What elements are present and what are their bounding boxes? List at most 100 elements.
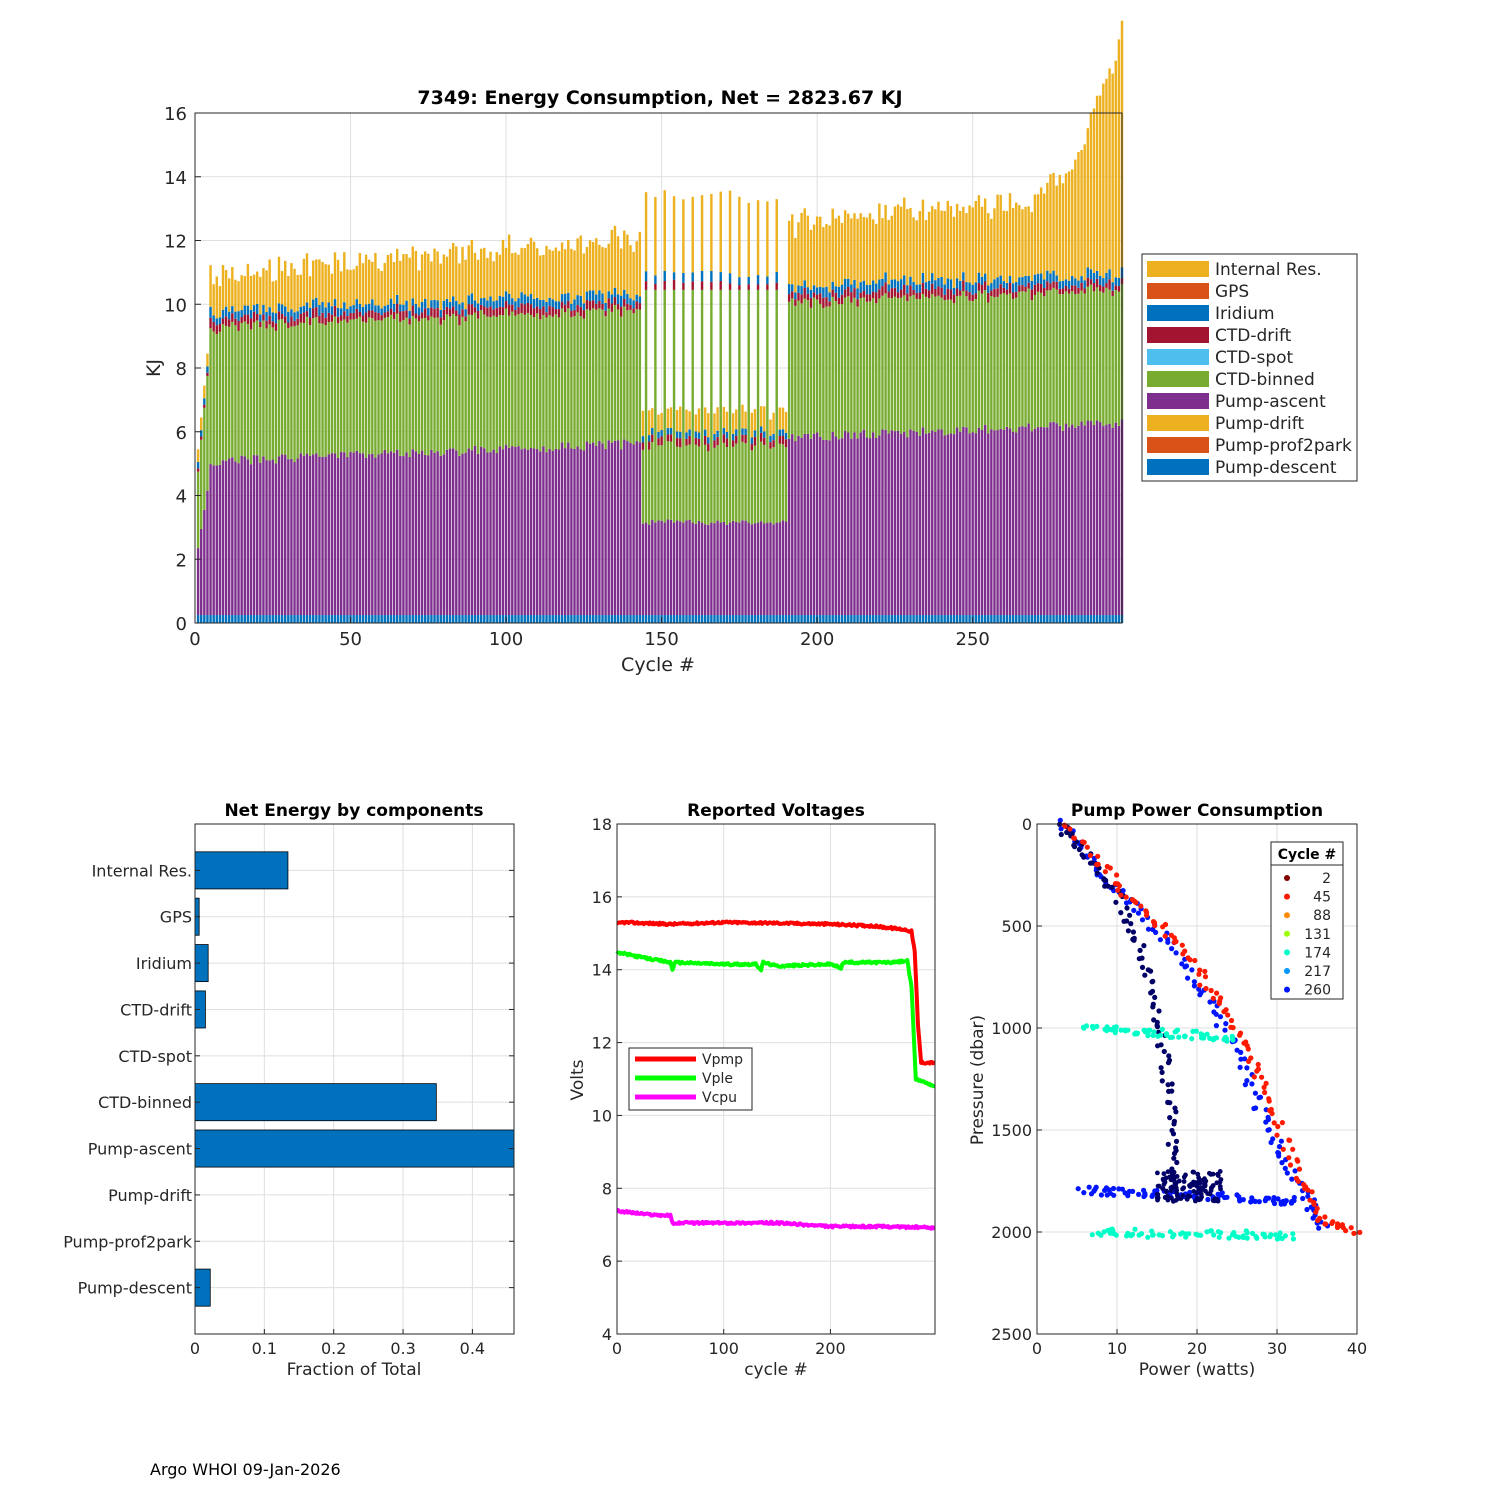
bar-iridium bbox=[595, 294, 598, 304]
pump-data-point bbox=[1081, 854, 1087, 860]
bar-ctd-drift bbox=[812, 292, 816, 298]
bar-pump-descent bbox=[529, 615, 533, 623]
bar-ctd-drift bbox=[467, 304, 470, 315]
components-category-label: Pump-descent bbox=[78, 1279, 192, 1298]
bar-ctd-binned bbox=[934, 296, 937, 432]
bar-ctd-drift bbox=[1027, 282, 1030, 289]
bar-pump-descent bbox=[896, 615, 900, 623]
pump-data-point bbox=[1062, 823, 1068, 829]
bar-iridium bbox=[837, 286, 841, 298]
pump-data-point bbox=[1256, 1095, 1262, 1101]
pump-data-point bbox=[1250, 1198, 1256, 1204]
bar-pump-ascent bbox=[918, 435, 922, 616]
bar-pump-ascent bbox=[234, 461, 237, 616]
bar-ctd-drift bbox=[987, 292, 990, 303]
bar-ctd-binned bbox=[237, 330, 240, 464]
bar-ctd-drift bbox=[794, 299, 797, 306]
bar-pump-ascent bbox=[567, 442, 570, 616]
bar-ctd-drift bbox=[834, 292, 838, 302]
bar-ctd-binned bbox=[364, 322, 368, 458]
bar-internal-res bbox=[940, 210, 943, 278]
bar-internal-res bbox=[778, 407, 782, 430]
bar-pump-descent bbox=[231, 615, 234, 623]
pump-data-point bbox=[1150, 1001, 1156, 1007]
bar-pump-descent bbox=[567, 615, 570, 623]
bar-pump-descent bbox=[386, 615, 390, 623]
bar-ctd-drift bbox=[899, 289, 903, 298]
bar-pump-descent bbox=[794, 615, 797, 623]
bar-pump-descent bbox=[498, 615, 502, 623]
bar-internal-res bbox=[1105, 78, 1108, 273]
bar-pump-descent bbox=[694, 615, 698, 623]
bar-ctd-drift bbox=[1039, 284, 1043, 293]
bar-iridium bbox=[977, 272, 981, 283]
bar-internal-res bbox=[850, 218, 853, 285]
bar-iridium bbox=[697, 432, 701, 439]
bar-ctd-binned bbox=[402, 320, 405, 457]
bar-pump-ascent bbox=[361, 453, 365, 616]
bar-ctd-drift bbox=[931, 283, 934, 295]
pump-data-point bbox=[1094, 1023, 1100, 1029]
pump-data-point bbox=[1145, 1033, 1151, 1039]
pump-ytick-label: 2000 bbox=[991, 1223, 1032, 1242]
bar-ctd-binned bbox=[209, 328, 212, 465]
bar-pump-ascent bbox=[831, 431, 834, 616]
bar-iridium bbox=[265, 312, 268, 321]
bar-pump-descent bbox=[461, 615, 464, 623]
bar-pump-descent bbox=[744, 615, 747, 623]
bar-ctd-drift bbox=[595, 303, 598, 310]
bar-iridium bbox=[517, 298, 520, 308]
pump-data-point bbox=[1254, 1068, 1260, 1074]
bar-pump-ascent bbox=[367, 454, 371, 616]
bar-iridium bbox=[324, 307, 327, 318]
bar-iridium bbox=[529, 294, 533, 305]
bar-iridium bbox=[1089, 269, 1093, 280]
voltages-xtick-label: 200 bbox=[815, 1339, 846, 1358]
bar-iridium bbox=[756, 275, 760, 285]
pump-data-point bbox=[1159, 1069, 1165, 1075]
bar-ctd-drift bbox=[361, 315, 365, 322]
bar-ctd-drift bbox=[470, 304, 474, 316]
bar-iridium bbox=[784, 432, 788, 440]
bar-internal-res bbox=[265, 270, 268, 313]
bar-pump-descent bbox=[1021, 615, 1024, 623]
bar-ctd-drift bbox=[837, 297, 841, 305]
bar-pump-ascent bbox=[551, 451, 554, 616]
bar-iridium bbox=[735, 429, 738, 436]
bar-iridium bbox=[318, 304, 321, 316]
voltages-ytick-label: 6 bbox=[602, 1252, 612, 1271]
bar-ctd-drift bbox=[1074, 285, 1077, 295]
bar-ctd-binned bbox=[1117, 291, 1121, 426]
bar-pump-descent bbox=[791, 615, 794, 623]
bar-pump-descent bbox=[996, 615, 999, 623]
bar-internal-res bbox=[1046, 182, 1049, 271]
energy-xtick-label: 200 bbox=[800, 629, 834, 650]
energy-xtick-label: 150 bbox=[644, 629, 678, 650]
bar-iridium bbox=[940, 277, 943, 288]
bar-internal-res bbox=[619, 248, 623, 296]
bar-ctd-drift bbox=[1102, 286, 1105, 293]
bar-internal-res bbox=[607, 243, 610, 292]
bar-ctd-drift bbox=[548, 305, 551, 316]
bar-iridium bbox=[473, 300, 477, 308]
bar-ctd-drift bbox=[585, 300, 589, 310]
bar-internal-res bbox=[843, 210, 847, 279]
voltages-line-vple bbox=[615, 950, 936, 1089]
bar-pump-ascent bbox=[486, 452, 489, 616]
pump-data-point bbox=[1214, 990, 1220, 996]
bar-ctd-binned bbox=[949, 299, 953, 434]
bar-ctd-drift bbox=[557, 309, 561, 318]
bar-pump-ascent bbox=[215, 465, 218, 616]
pump-data-point bbox=[1075, 1186, 1081, 1192]
bar-ctd-binned bbox=[539, 319, 542, 452]
bar-pump-ascent bbox=[688, 519, 691, 616]
bar-ctd-drift bbox=[1071, 285, 1074, 292]
bar-ctd-drift bbox=[259, 321, 262, 328]
bar-ctd-binned bbox=[853, 297, 856, 433]
bar-pump-ascent bbox=[996, 430, 999, 616]
bar-pump-ascent bbox=[635, 441, 638, 616]
bar-ctd-binned bbox=[417, 321, 421, 454]
bar-internal-res bbox=[305, 253, 309, 303]
bar-internal-res bbox=[315, 259, 318, 298]
bar-pump-descent bbox=[756, 615, 760, 623]
